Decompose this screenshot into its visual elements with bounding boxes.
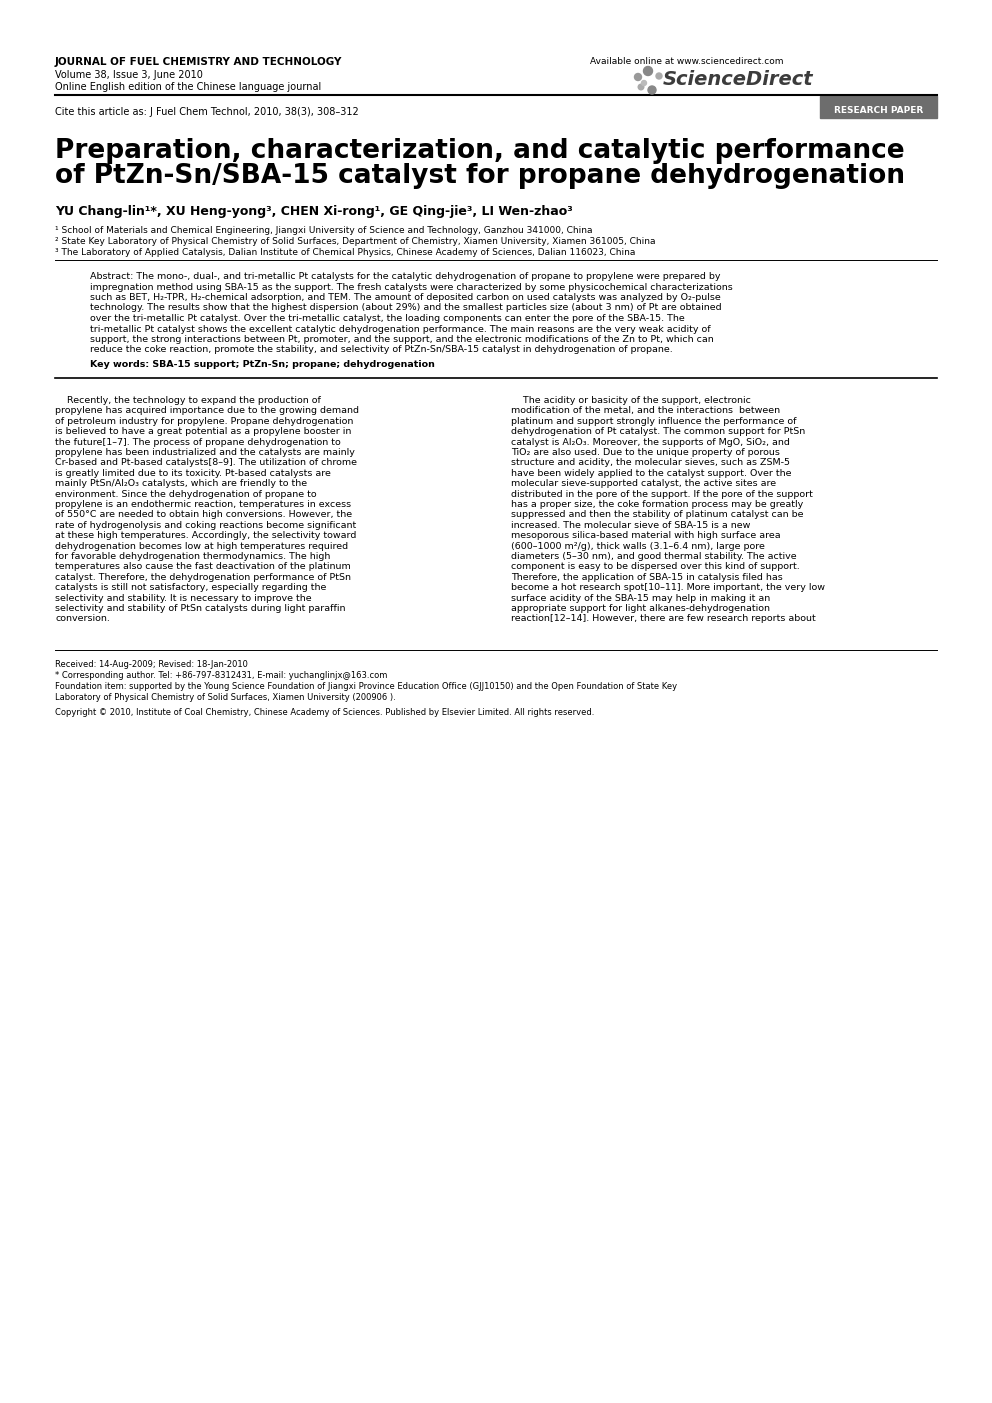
Text: propylene is an endothermic reaction, temperatures in excess: propylene is an endothermic reaction, te… [55, 499, 351, 509]
Text: Copyright © 2010, Institute of Coal Chemistry, Chinese Academy of Sciences. Publ: Copyright © 2010, Institute of Coal Chem… [55, 707, 594, 717]
Text: Recently, the technology to expand the production of: Recently, the technology to expand the p… [55, 396, 320, 405]
Text: Laboratory of Physical Chemistry of Solid Surfaces, Xiamen University (200906 ).: Laboratory of Physical Chemistry of Soli… [55, 693, 396, 702]
Text: increased. The molecular sieve of SBA-15 is a new: increased. The molecular sieve of SBA-15… [511, 521, 750, 530]
Text: has a proper size, the coke formation process may be greatly: has a proper size, the coke formation pr… [511, 499, 804, 509]
Text: for favorable dehydrogenation thermodynamics. The high: for favorable dehydrogenation thermodyna… [55, 551, 330, 561]
Text: at these high temperatures. Accordingly, the selectivity toward: at these high temperatures. Accordingly,… [55, 532, 356, 540]
Text: have been widely applied to the catalyst support. Over the: have been widely applied to the catalyst… [511, 469, 792, 478]
Text: temperatures also cause the fast deactivation of the platinum: temperatures also cause the fast deactiv… [55, 563, 351, 571]
Text: ² State Key Laboratory of Physical Chemistry of Solid Surfaces, Department of Ch: ² State Key Laboratory of Physical Chemi… [55, 237, 656, 246]
Text: Available online at www.sciencedirect.com: Available online at www.sciencedirect.co… [590, 58, 784, 66]
Text: Therefore, the application of SBA-15 in catalysis filed has: Therefore, the application of SBA-15 in … [511, 572, 783, 582]
Text: mesoporous silica-based material with high surface area: mesoporous silica-based material with hi… [511, 532, 781, 540]
Text: dehydrogenation of Pt catalyst. The common support for PtSn: dehydrogenation of Pt catalyst. The comm… [511, 427, 806, 436]
Text: RESEARCH PAPER: RESEARCH PAPER [834, 107, 924, 115]
Text: ¹ School of Materials and Chemical Engineering, Jiangxi University of Science an: ¹ School of Materials and Chemical Engin… [55, 226, 592, 234]
Text: suppressed and then the stability of platinum catalyst can be: suppressed and then the stability of pla… [511, 511, 804, 519]
Bar [820, 95, 937, 118]
Text: diameters (5–30 nm), and good thermal stability. The active: diameters (5–30 nm), and good thermal st… [511, 551, 797, 561]
Text: tri-metallic Pt catalyst shows the excellent catalytic dehydrogenation performan: tri-metallic Pt catalyst shows the excel… [90, 324, 710, 334]
Text: rate of hydrogenolysis and coking reactions become significant: rate of hydrogenolysis and coking reacti… [55, 521, 356, 530]
Text: of 550°C are needed to obtain high conversions. However, the: of 550°C are needed to obtain high conve… [55, 511, 352, 519]
Text: YU Chang-lin¹*, XU Heng-yong³, CHEN Xi-rong¹, GE Qing-jie³, LI Wen-zhao³: YU Chang-lin¹*, XU Heng-yong³, CHEN Xi-r… [55, 205, 572, 217]
Text: molecular sieve-supported catalyst, the active sites are: molecular sieve-supported catalyst, the … [511, 480, 776, 488]
Text: over the tri-metallic Pt catalyst. Over the tri-metallic catalyst, the loading c: over the tri-metallic Pt catalyst. Over … [90, 314, 684, 323]
Text: distributed in the pore of the support. If the pore of the support: distributed in the pore of the support. … [511, 490, 812, 498]
Text: ScienceDirect: ScienceDirect [663, 70, 813, 88]
Text: catalyst is Al₂O₃. Moreover, the supports of MgO, SiO₂, and: catalyst is Al₂O₃. Moreover, the support… [511, 438, 790, 446]
Text: mainly PtSn/Al₂O₃ catalysts, which are friendly to the: mainly PtSn/Al₂O₃ catalysts, which are f… [55, 480, 308, 488]
Text: such as BET, H₂-TPR, H₂-chemical adsorption, and TEM. The amount of deposited ca: such as BET, H₂-TPR, H₂-chemical adsorpt… [90, 293, 721, 302]
Circle shape [638, 84, 644, 90]
Text: Preparation, characterization, and catalytic performance: Preparation, characterization, and catal… [55, 137, 905, 164]
Text: environment. Since the dehydrogenation of propane to: environment. Since the dehydrogenation o… [55, 490, 316, 498]
Text: The acidity or basicity of the support, electronic: The acidity or basicity of the support, … [511, 396, 751, 405]
Text: * Corresponding author. Tel: +86-797-8312431, E-mail: yuchanglinjx@163.com: * Corresponding author. Tel: +86-797-831… [55, 671, 387, 680]
Text: reaction[12–14]. However, there are few research reports about: reaction[12–14]. However, there are few … [511, 615, 815, 623]
Text: component is easy to be dispersed over this kind of support.: component is easy to be dispersed over t… [511, 563, 800, 571]
Text: appropriate support for light alkanes-dehydrogenation: appropriate support for light alkanes-de… [511, 605, 770, 613]
Text: selectivity and stability. It is necessary to improve the: selectivity and stability. It is necessa… [55, 593, 311, 603]
Text: platinum and support strongly influence the performance of: platinum and support strongly influence … [511, 417, 797, 425]
Circle shape [635, 73, 642, 80]
Text: modification of the metal, and the interactions  between: modification of the metal, and the inter… [511, 407, 780, 415]
Text: dehydrogenation becomes low at high temperatures required: dehydrogenation becomes low at high temp… [55, 542, 348, 550]
Text: is greatly limited due to its toxicity. Pt-based catalysts are: is greatly limited due to its toxicity. … [55, 469, 331, 478]
Text: Volume 38, Issue 3, June 2010: Volume 38, Issue 3, June 2010 [55, 70, 203, 80]
Text: Received: 14-Aug-2009; Revised: 18-Jan-2010: Received: 14-Aug-2009; Revised: 18-Jan-2… [55, 659, 248, 669]
Text: propylene has been industrialized and the catalysts are mainly: propylene has been industrialized and th… [55, 448, 355, 457]
Circle shape [642, 80, 647, 86]
Text: surface acidity of the SBA-15 may help in making it an: surface acidity of the SBA-15 may help i… [511, 593, 770, 603]
Text: become a hot research spot[10–11]. More important, the very low: become a hot research spot[10–11]. More … [511, 584, 825, 592]
Text: selectivity and stability of PtSn catalysts during light paraffin: selectivity and stability of PtSn cataly… [55, 605, 345, 613]
Text: JOURNAL OF FUEL CHEMISTRY AND TECHNOLOGY: JOURNAL OF FUEL CHEMISTRY AND TECHNOLOGY [55, 58, 342, 67]
Text: ³ The Laboratory of Applied Catalysis, Dalian Institute of Chemical Physics, Chi: ³ The Laboratory of Applied Catalysis, D… [55, 248, 635, 257]
Text: is believed to have a great potential as a propylene booster in: is believed to have a great potential as… [55, 427, 351, 436]
Text: reduce the coke reaction, promote the stability, and selectivity of PtZn-Sn/SBA-: reduce the coke reaction, promote the st… [90, 345, 673, 355]
Text: of petroleum industry for propylene. Propane dehydrogenation: of petroleum industry for propylene. Pro… [55, 417, 353, 425]
Text: (600–1000 m²/g), thick walls (3.1–6.4 nm), large pore: (600–1000 m²/g), thick walls (3.1–6.4 nm… [511, 542, 765, 550]
Circle shape [656, 73, 662, 79]
Text: Online English edition of the Chinese language journal: Online English edition of the Chinese la… [55, 81, 321, 93]
Circle shape [648, 86, 656, 94]
Text: technology. The results show that the highest dispersion (about 29%) and the sma: technology. The results show that the hi… [90, 303, 721, 313]
Text: support, the strong interactions between Pt, promoter, and the support, and the : support, the strong interactions between… [90, 335, 714, 344]
Text: Cite this article as: J Fuel Chem Technol, 2010, 38(3), 308–312: Cite this article as: J Fuel Chem Techno… [55, 107, 359, 116]
Text: structure and acidity, the molecular sieves, such as ZSM-5: structure and acidity, the molecular sie… [511, 459, 790, 467]
Text: the future[1–7]. The process of propane dehydrogenation to: the future[1–7]. The process of propane … [55, 438, 340, 446]
Text: catalysts is still not satisfactory, especially regarding the: catalysts is still not satisfactory, esp… [55, 584, 326, 592]
Text: of PtZn-Sn/SBA-15 catalyst for propane dehydrogenation: of PtZn-Sn/SBA-15 catalyst for propane d… [55, 163, 905, 189]
Text: impregnation method using SBA-15 as the support. The fresh catalysts were charac: impregnation method using SBA-15 as the … [90, 282, 733, 292]
Text: TiO₂ are also used. Due to the unique property of porous: TiO₂ are also used. Due to the unique pr… [511, 448, 780, 457]
Circle shape [644, 66, 653, 76]
Text: Abstract: The mono-, dual-, and tri-metallic Pt catalysts for the catalytic dehy: Abstract: The mono-, dual-, and tri-meta… [90, 272, 720, 281]
Text: Foundation item: supported by the Young Science Foundation of Jiangxi Province E: Foundation item: supported by the Young … [55, 682, 678, 690]
Text: propylene has acquired importance due to the growing demand: propylene has acquired importance due to… [55, 407, 359, 415]
Text: catalyst. Therefore, the dehydrogenation performance of PtSn: catalyst. Therefore, the dehydrogenation… [55, 572, 351, 582]
Text: Key words: SBA-15 support; PtZn-Sn; propane; dehydrogenation: Key words: SBA-15 support; PtZn-Sn; prop… [90, 361, 434, 369]
Text: Cr-based and Pt-based catalysts[8–9]. The utilization of chrome: Cr-based and Pt-based catalysts[8–9]. Th… [55, 459, 357, 467]
Text: conversion.: conversion. [55, 615, 110, 623]
